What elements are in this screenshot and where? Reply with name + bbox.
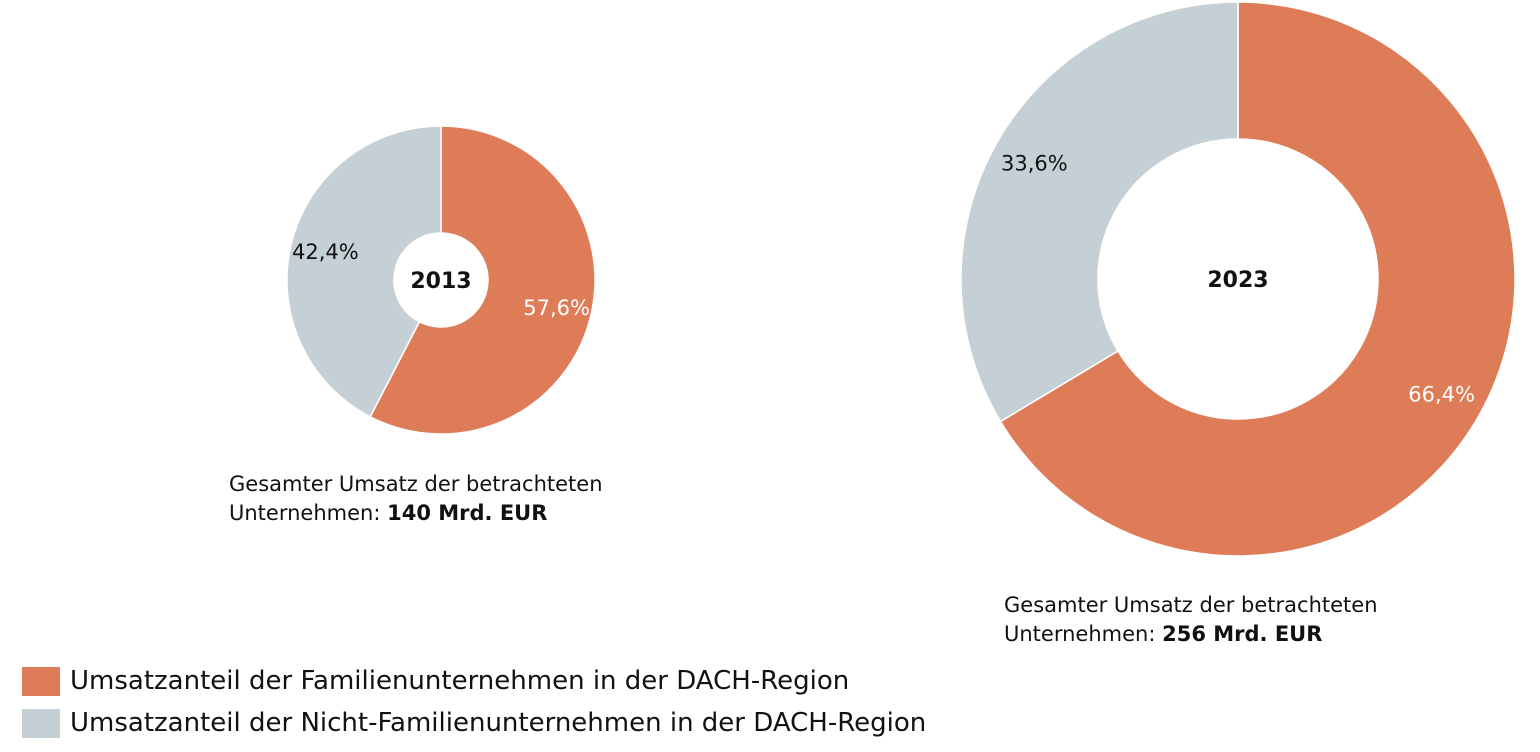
- donut-2023-center-label: 2023: [1207, 268, 1268, 293]
- donut-2013-label-family: 57,6%: [523, 296, 590, 320]
- caption-2023-line1: Gesamter Umsatz der betrachteten: [1004, 593, 1378, 617]
- caption-2023-value: 256 Mrd. EUR: [1162, 622, 1323, 646]
- caption-2013-prefix: Unternehmen:: [229, 501, 381, 525]
- legend-swatch-non-family: [22, 708, 60, 738]
- caption-2013-line1: Gesamter Umsatz der betrachteten: [229, 472, 603, 496]
- caption-2023-line2: Unternehmen: 256 Mrd. EUR: [1004, 620, 1378, 649]
- caption-2013-line2: Unternehmen: 140 Mrd. EUR: [229, 499, 603, 528]
- donut-2013-slice-family: [369, 125, 596, 435]
- donut-2013-slice-non-family: [286, 125, 442, 418]
- legend-swatch-family: [22, 666, 60, 696]
- legend: Umsatzanteil der Familienunternehmen in …: [22, 660, 926, 744]
- caption-2013-value: 140 Mrd. EUR: [387, 501, 548, 525]
- donut-2013-label-non-family: 42,4%: [292, 240, 359, 264]
- donut-2023-label-family: 66,4%: [1408, 382, 1475, 406]
- caption-2013: Gesamter Umsatz der betrachteten Unterne…: [229, 470, 603, 528]
- legend-label-non-family: Umsatzanteil der Nicht-Familienunternehm…: [70, 708, 927, 738]
- legend-item-family: Umsatzanteil der Familienunternehmen in …: [22, 660, 926, 702]
- donut-2023-label-non-family: 33,6%: [1001, 152, 1068, 176]
- donut-2023-slice-family: [999, 1, 1516, 557]
- caption-2023-prefix: Unternehmen:: [1004, 622, 1156, 646]
- donut-2023-slice-non-family: [960, 1, 1239, 423]
- caption-2023: Gesamter Umsatz der betrachteten Unterne…: [1004, 591, 1378, 649]
- legend-label-family: Umsatzanteil der Familienunternehmen in …: [70, 666, 850, 696]
- legend-item-non-family: Umsatzanteil der Nicht-Familienunternehm…: [22, 702, 926, 744]
- donut-2013-center-label: 2013: [410, 269, 471, 294]
